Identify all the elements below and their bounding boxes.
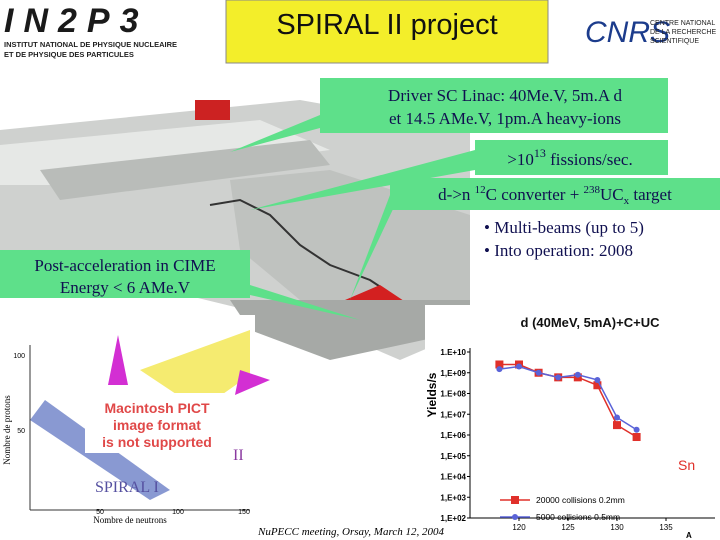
legend-label: 5000 collisions 0.5mm (536, 512, 620, 522)
point (555, 374, 562, 381)
facility-render (0, 100, 470, 360)
pict-box (85, 393, 230, 453)
y-tick-label: 1,E+07 (440, 410, 466, 419)
label: SPIRAL I (95, 479, 159, 496)
y-tick-label: 1,E+03 (440, 493, 466, 502)
x-tick-label: 125 (561, 523, 575, 532)
y-tick-label: 1.E+04 (440, 473, 466, 482)
arrow (108, 335, 128, 385)
point (496, 366, 503, 373)
bullet: • Into operation: 2008 (484, 241, 633, 260)
label: II (233, 447, 244, 464)
callout-box (390, 178, 720, 210)
point (633, 426, 640, 433)
point (632, 433, 641, 442)
callout-text: Energy < 6 AMe.V (60, 278, 191, 297)
point (593, 381, 602, 390)
text: fissions/sec. (546, 150, 633, 169)
logo-right-sub: DE LA RECHERCHE (650, 29, 716, 36)
callout-pointer (230, 115, 320, 152)
axis-label: Nombre de neutrons (93, 515, 167, 525)
y-tick-label: 1.E+10 (440, 348, 466, 357)
sup: 238 (584, 184, 601, 196)
logo-left-sub: INSTITUT NATIONAL DE PHYSIQUE NUCLEAIRE (4, 40, 177, 49)
arrow (235, 370, 270, 395)
region (140, 330, 250, 410)
y-tick-label: 1.E+08 (440, 390, 466, 399)
legend-marker (512, 514, 518, 520)
sup: 13 (534, 146, 546, 160)
callout-text: d->n 12C converter + 238UCx target (438, 184, 672, 207)
callout-text: et 14.5 AMe.V, 1pm.A heavy-ions (389, 109, 621, 128)
chart-title: d (40MeV, 5mA)+C+UC (521, 315, 661, 330)
legend-marker (511, 496, 519, 504)
title-box (225, 0, 549, 64)
tick-label: 100 (13, 353, 25, 360)
point (535, 369, 542, 376)
callout-pointer (250, 150, 475, 210)
callout-pointer (250, 285, 360, 320)
axis-label: Nombre de protons (2, 395, 12, 465)
tick-label: 150 (238, 509, 250, 516)
chart-area (425, 305, 720, 540)
pict-text: image format (113, 417, 201, 433)
sup: 12 (475, 184, 486, 196)
callout-pointer (350, 195, 395, 300)
text: UC (600, 185, 624, 204)
point (574, 371, 581, 378)
pict-text: Macintosh PICT (104, 400, 209, 416)
logo-right-sub: CENTRE NATIONAL (650, 20, 715, 27)
text: d->n (438, 185, 475, 204)
text: target (629, 185, 672, 204)
y-tick-label: 1,E+06 (440, 431, 466, 440)
logo-left-sub: ET DE PHYSIQUE DES PARTICULES (4, 50, 134, 59)
bullet: • Multi-beams (up to 5) (484, 218, 644, 237)
logo-left-bg (0, 0, 180, 60)
text: C converter + (486, 185, 584, 204)
x-tick-label: 135 (659, 523, 673, 532)
legend-label: 20000 collisions 0.2mm (536, 495, 625, 505)
callout-text: >1013 fissions/sec. (507, 146, 632, 169)
point (613, 421, 621, 430)
tick-label: 50 (96, 509, 104, 516)
x-tick-label: 120 (512, 523, 526, 532)
tick-label: 50 (17, 428, 25, 435)
annotation: Sn (678, 457, 695, 473)
callout-text: Driver SC Linac: 40Me.V, 5m.A d (388, 86, 622, 105)
logo-right: CNRS (585, 16, 670, 49)
callout-box (475, 140, 668, 175)
callout-text: Post-acceleration in CIME (34, 256, 215, 275)
tick-label: 100 (172, 509, 184, 516)
text: >10 (507, 150, 534, 169)
y-tick-label: 1,E+09 (440, 369, 466, 378)
callout-box (0, 250, 250, 298)
series-line (499, 365, 637, 431)
point (495, 360, 504, 369)
point (614, 414, 620, 421)
logo-right-sub: SCIENTIFIQUE (650, 38, 699, 45)
footer: NuPECC meeting, Orsay, March 12, 2004 (257, 526, 444, 538)
plot: 1.E+10 1,E+09 1.E+08 1,E+07 1,E+06 1,E+05 1.E+… (440, 348, 715, 532)
y-tick-label: 1,E+05 (440, 452, 466, 461)
callout-box (320, 78, 668, 133)
sub: x (624, 195, 630, 207)
y-tick-label: 1,E+02 (440, 514, 466, 523)
x-tick-label: 130 (610, 523, 624, 532)
point (516, 363, 522, 370)
logo-left: IN2P3 (4, 2, 149, 40)
point (594, 376, 601, 383)
y-axis-label: Yields/s (425, 372, 439, 417)
x-axis-label: A (686, 531, 692, 540)
pict-text: is not supported (102, 434, 212, 450)
slide-title: SPIRAL II project (276, 9, 497, 41)
